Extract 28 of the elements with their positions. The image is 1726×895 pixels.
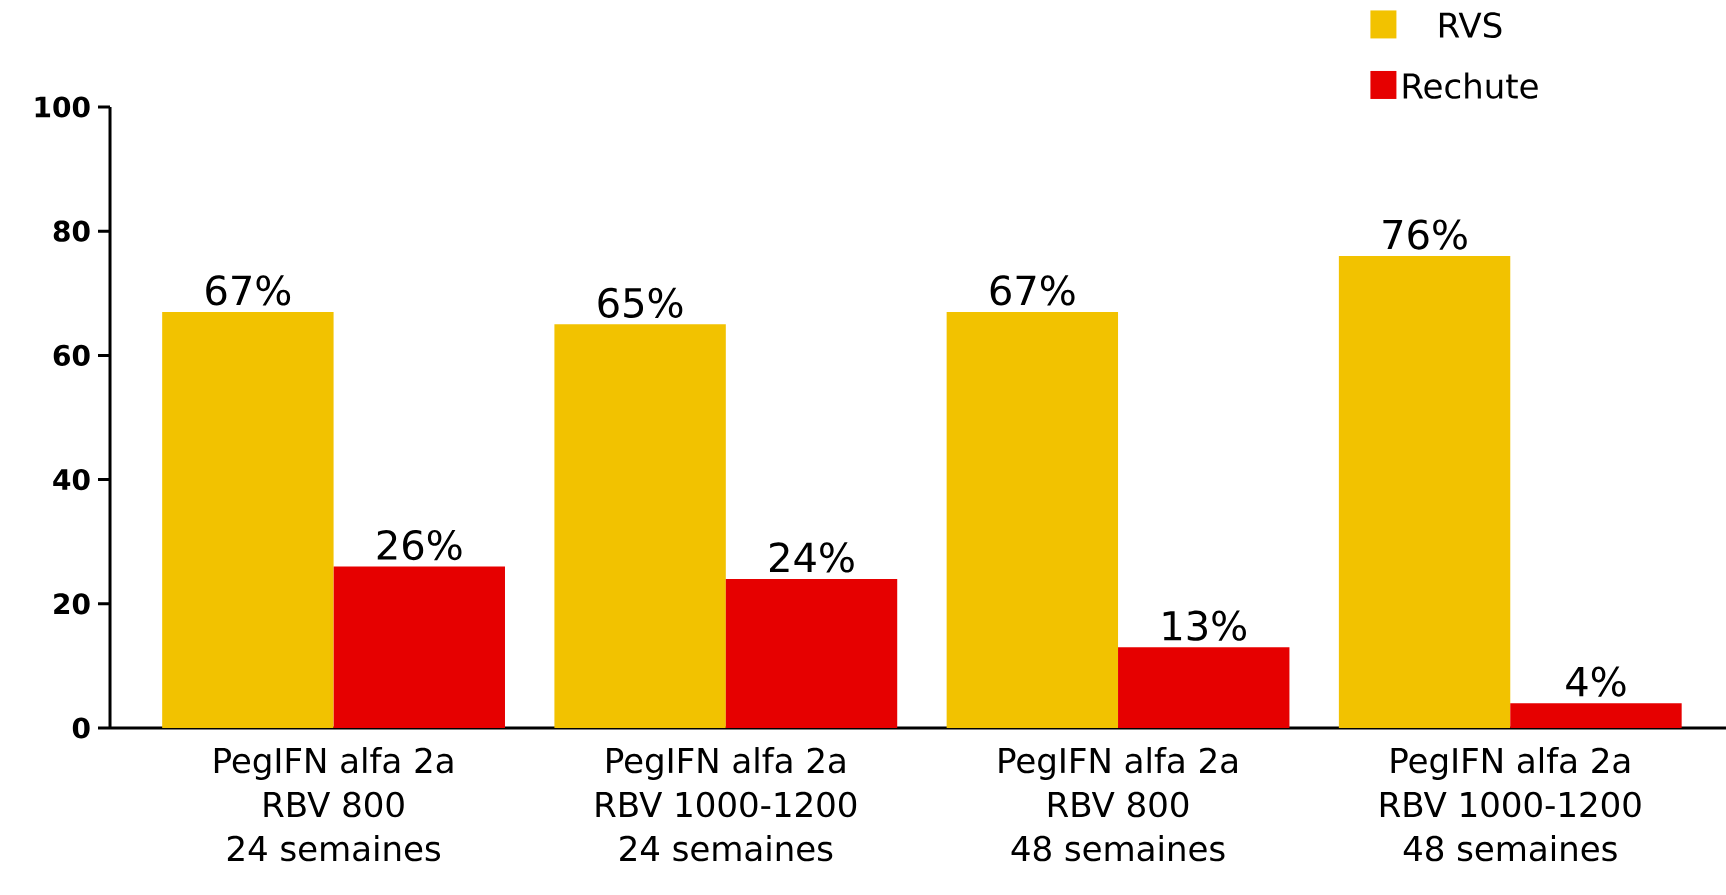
x-tick-label: PegIFN alfa 2a RBV 1000-1200 24 semaines: [596, 747, 857, 862]
bar: [1338, 256, 1511, 728]
y-tick-label: 80: [53, 220, 90, 242]
bar: [1510, 703, 1682, 728]
y-tick-label: 0: [72, 717, 90, 739]
bar: [1118, 647, 1290, 728]
legend-label: Rechute: [1403, 72, 1538, 99]
data-label: 67%: [206, 275, 291, 306]
bar: [554, 324, 726, 728]
bar: [162, 311, 334, 728]
data-label: 76%: [1383, 219, 1467, 250]
y-tick-label: 100: [35, 96, 90, 118]
bar: [946, 311, 1119, 728]
y-tick-label: 20: [54, 593, 90, 615]
data-label: 26%: [377, 529, 462, 561]
bar: [333, 566, 505, 728]
data-label: 65%: [598, 287, 683, 318]
y-tick-label: 40: [53, 468, 90, 491]
x-tick-label: PegIFN alfa 2a RBV 1000-1200 48 semaines: [1380, 747, 1641, 862]
bar: [725, 578, 898, 728]
y-tick-label: 60: [53, 344, 90, 366]
data-label: 13%: [1163, 610, 1246, 641]
legend-label: RVS: [1439, 12, 1502, 39]
x-tick-label: PegIFN alfa 2a RBV 800 48 semaines: [999, 747, 1237, 862]
data-label: 4%: [1566, 666, 1626, 697]
x-tick-label: PegIFN alfa 2a RBV 800 24 semaines: [214, 747, 453, 862]
data-label: 67%: [990, 275, 1075, 306]
data-label: 24%: [769, 542, 854, 573]
